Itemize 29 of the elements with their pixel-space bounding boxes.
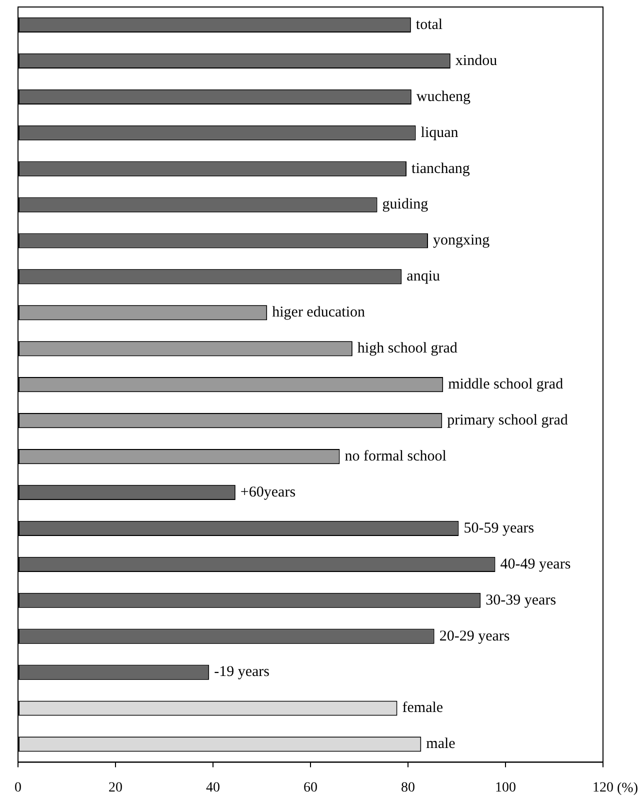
y-tick-label: -19 years xyxy=(214,664,270,680)
x-tick-label: 100 xyxy=(495,780,516,796)
y-tick-label: anqiu xyxy=(406,268,440,285)
y-tick-label: +60years xyxy=(240,484,296,500)
y-tick-label: xindou xyxy=(455,52,498,69)
x-tick-label: 20 xyxy=(108,780,122,796)
y-tick-label: higer education xyxy=(272,304,366,321)
x-tick-label: 60 xyxy=(304,780,318,796)
y-tick-label: 40-49 years xyxy=(500,556,571,572)
y-tick-label: tianchang xyxy=(412,160,470,177)
y-tick-label: guiding xyxy=(382,196,429,213)
y-tick-label: total xyxy=(416,16,443,33)
y-tick-label: middle school grad xyxy=(448,376,564,393)
x-tick-label: 120 xyxy=(592,780,614,796)
y-tick-label: female xyxy=(402,700,444,716)
y-tick-label: liquan xyxy=(420,124,459,141)
y-tick-label: no formal school xyxy=(344,448,446,464)
y-tick-label: 30-39 years xyxy=(486,592,556,608)
y-tick-label: 50-59 years xyxy=(464,520,534,536)
y-tick-label: primary school grad xyxy=(447,412,568,428)
y-tick-label: male xyxy=(426,736,456,752)
x-tick-label: 80 xyxy=(401,780,415,796)
y-tick-label: wucheng xyxy=(416,88,472,105)
y-tick-label: high school grad xyxy=(357,340,458,357)
y-tick-label: yongxing xyxy=(432,232,490,249)
y-tick-label: 20-29 years xyxy=(439,628,510,644)
x-tick-label: 0 xyxy=(14,780,22,796)
x-tick-label: 40 xyxy=(206,780,220,796)
x-axis-title: (%) xyxy=(617,780,638,796)
